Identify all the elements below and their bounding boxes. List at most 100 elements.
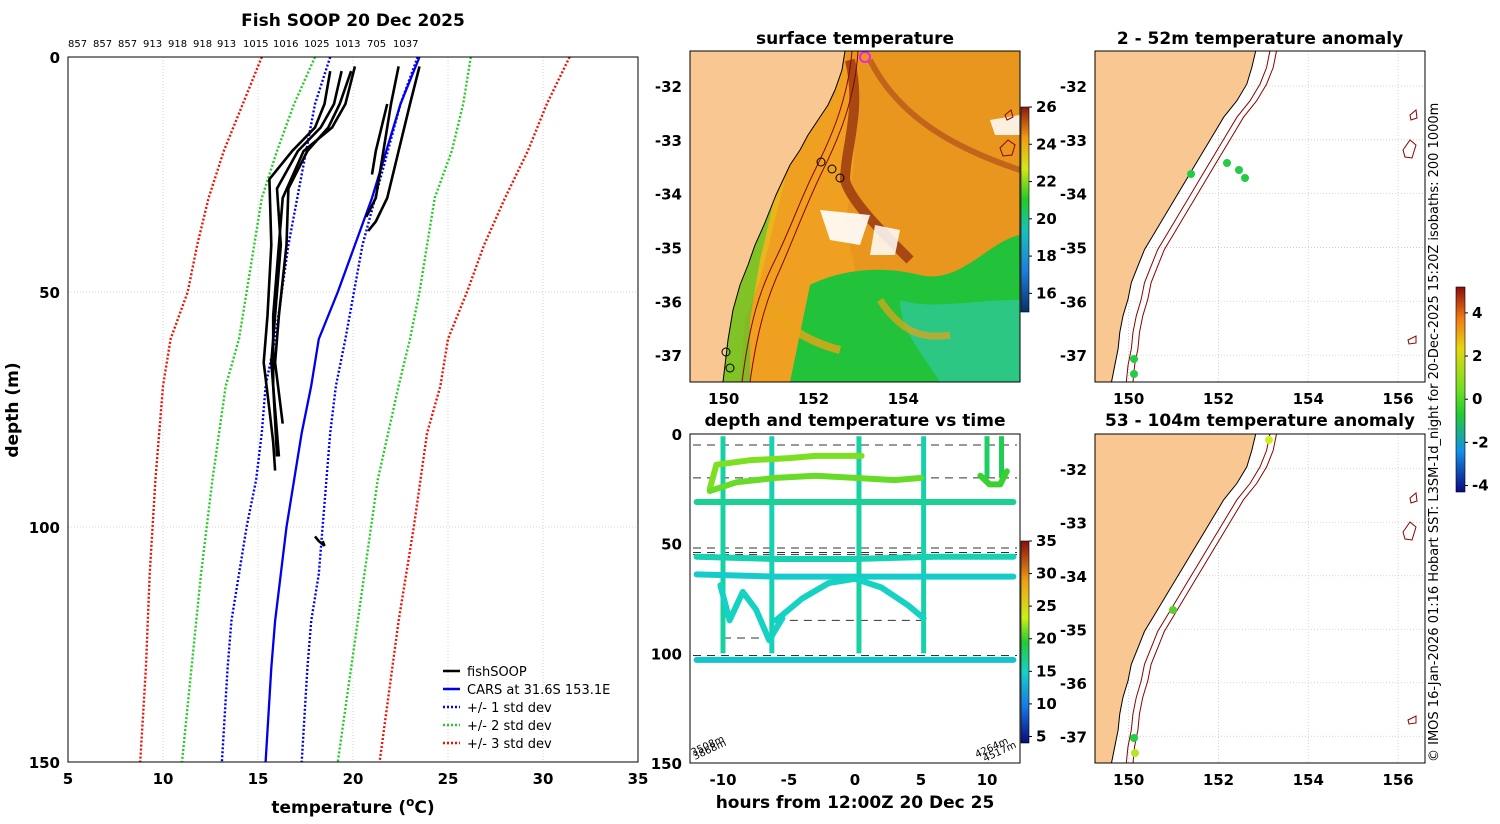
top-tick-label: 918 <box>168 39 187 50</box>
fishsoop-profile <box>313 535 326 547</box>
depth-temp-track <box>772 575 927 624</box>
lat-tick-label: -34 <box>1060 186 1087 204</box>
sst-isobath-200m <box>741 51 853 382</box>
anomaly-marker <box>1223 159 1231 167</box>
anomaly-marker <box>1187 170 1195 178</box>
std-dev-line <box>336 56 472 763</box>
anomaly-deep-isobath-1000m <box>1132 434 1277 763</box>
sst-colorbar <box>1020 106 1030 313</box>
legend-label: fishSOOP <box>467 665 527 680</box>
colorbar-tick-label: 20 <box>1036 210 1057 228</box>
sst-ship-position <box>859 51 871 63</box>
profile-top-ticks: 857 857 857 913 918 918 913 1015 1016 1025 1013 705… <box>68 39 418 50</box>
colorbar-tick-label: 25 <box>1036 597 1057 615</box>
x-tick-label: 10 <box>153 770 174 788</box>
y-tick-label: 150 <box>29 754 60 772</box>
profile-title: Fish SOOP 20 Dec 2025 <box>241 11 465 31</box>
lat-tick-label: -33 <box>655 132 682 150</box>
lat-tick-label: -34 <box>655 186 682 204</box>
depth-temp-track <box>706 452 865 492</box>
fishsoop-profile <box>262 70 332 471</box>
depth-time-tracks <box>693 436 1017 663</box>
depth-time-axes-box <box>689 433 1021 764</box>
lat-tick-label: -37 <box>1060 347 1087 365</box>
sst-tick-labels: 150 152 154 -32 -33 -34 -35 -36 -37 <box>655 78 919 408</box>
lat-tick-label: -32 <box>655 78 682 96</box>
colorbar-tick-label: 35 <box>1036 532 1057 550</box>
top-tick-label: 857 <box>118 39 137 50</box>
x-tick-label: 25 <box>438 770 459 788</box>
depth-temp-track <box>717 582 786 644</box>
anomaly-deep-isobath-200m <box>1125 434 1271 763</box>
std-dev-line <box>378 56 571 763</box>
lat-tick-label: -37 <box>1060 728 1087 746</box>
x-tick-label: 20 <box>343 770 364 788</box>
depth-temp-track <box>693 553 1017 562</box>
std-dev-line <box>180 56 317 763</box>
colorbar-tick-label: 20 <box>1036 630 1057 648</box>
lat-tick-label: -35 <box>655 239 682 257</box>
top-tick-label: 1025 <box>304 39 329 50</box>
lat-tick-label: -34 <box>1060 568 1087 586</box>
x-tick-label: 15 <box>248 770 269 788</box>
profile-axes-box <box>67 56 639 763</box>
anomaly-shallow-axes-box <box>1094 50 1426 383</box>
anomaly-marker <box>1130 370 1138 378</box>
lat-tick-label: -36 <box>1060 675 1087 693</box>
lat-tick-label: -35 <box>1060 239 1087 257</box>
anomaly-colorbar <box>1455 286 1466 493</box>
anomaly-deep-land <box>1095 434 1257 763</box>
anomaly-shallow-ticks: 150 152 154 156 -32 -33 -34 -35 -36 -37 <box>1060 78 1414 408</box>
anomaly-map-shallow: 2 - 52m temperature anomaly 150 152 154 156… <box>1060 29 1426 408</box>
fishsoop-profile <box>370 103 389 175</box>
x-tick-label: 5 <box>916 771 926 789</box>
x-tick-label: 0 <box>850 771 860 789</box>
anomaly-colorbar-ticks: -4 -2 0 2 4 <box>1465 304 1489 495</box>
std-dev-line <box>139 56 263 763</box>
anomaly-shallow-isobath-1000m <box>1132 51 1277 382</box>
sst-axes-box <box>689 50 1021 383</box>
profile-tick-labels: 5 10 15 20 25 30 35 0 50 100 150 <box>29 49 649 788</box>
anomaly-deep-ticks: 150 152 154 156 -32 -33 -34 -35 -36 -37 <box>1060 461 1414 789</box>
lon-tick-label: 150 <box>1113 771 1144 789</box>
colorbar-tick-label: 22 <box>1036 173 1057 191</box>
profile-ylabel: depth (m) <box>3 362 23 457</box>
depth-time-title: depth and temperature vs time <box>705 411 1006 431</box>
lat-tick-label: -32 <box>1060 461 1087 479</box>
x-tick-label: 10 <box>977 771 998 789</box>
profile-legend: fishSOOP CARS at 31.6S 153.1E +/- 1 std de… <box>443 665 610 752</box>
depth-temp-track <box>706 472 924 494</box>
cars-mean-line <box>264 56 421 763</box>
anomaly-map-deep: 53 - 104m temperature anomaly 150 152 154 1… <box>1060 411 1426 789</box>
lat-tick-label: -33 <box>1060 132 1087 150</box>
anomaly-deep-axes-box <box>1094 433 1426 764</box>
sst-colorbar-ticks: 16 18 20 22 24 26 <box>1029 98 1057 302</box>
legend-label: +/- 2 std dev <box>467 719 552 734</box>
y-tick-label: 100 <box>29 519 60 537</box>
sst-cloud-gap <box>820 210 870 245</box>
top-tick-label: 857 <box>93 39 112 50</box>
anomaly-shallow-isobath-200m <box>1125 51 1271 382</box>
y-tick-label: 150 <box>651 755 682 773</box>
anomaly-marker <box>1130 355 1138 363</box>
fishsoop-profile <box>365 66 400 218</box>
sst-map-title: surface temperature <box>756 29 954 49</box>
lat-tick-label: -36 <box>1060 293 1087 311</box>
depth-time-colorbar <box>1020 540 1030 744</box>
lon-tick-label: 150 <box>708 390 739 408</box>
legend-label: +/- 3 std dev <box>467 737 552 752</box>
top-tick-label: 1037 <box>393 39 418 50</box>
top-tick-label: 1013 <box>335 39 360 50</box>
lon-tick-label: 152 <box>798 390 829 408</box>
colorbar-tick-label: 15 <box>1036 662 1057 680</box>
depth-time-colorbar-ticks: 5 10 15 20 25 30 35 <box>1029 532 1057 745</box>
sst-station-marker <box>816 157 826 167</box>
depth-time-xlabel: hours from 12:00Z 20 Dec 25 <box>716 793 995 813</box>
lon-tick-label: 152 <box>1203 390 1234 408</box>
colorbar-tick-label: 30 <box>1036 565 1057 583</box>
x-tick-label: -10 <box>709 771 736 789</box>
colorbar-tick-label: -4 <box>1472 477 1489 495</box>
